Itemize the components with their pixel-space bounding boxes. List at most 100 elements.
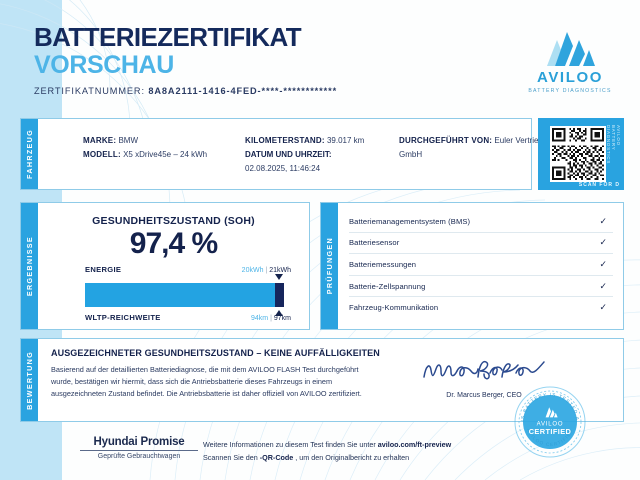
evaluation-tab: BEWERTUNG	[21, 339, 38, 421]
energy-label: ENERGIE	[85, 265, 122, 274]
title-block: BATTERIEZERTIFIKAT VORSCHAU ZERTIFIKATNU…	[34, 22, 337, 96]
vehicle-field-marke-label: MARKE:	[83, 136, 117, 145]
evaluation-tab-label: BEWERTUNG	[25, 350, 34, 410]
vehicle-field-marke-value: BMW	[118, 136, 138, 145]
energy-bar	[85, 274, 293, 316]
list-item: Batteriemanagementsystem (BMS) ✓	[349, 211, 613, 233]
checks-tab-label: PRÜFUNGEN	[325, 237, 334, 295]
footer-line-1: Weitere Informationen zu diesem Test fin…	[203, 438, 451, 451]
results-tab: ERGEBNISSE	[21, 203, 38, 329]
footer-line-2-pre: Scannen Sie den	[203, 453, 260, 463]
qr-caption: SCAN FOR D	[578, 182, 620, 188]
vehicle-field-durchgefuehrt-label: DURCHGEFÜHRT VON:	[399, 136, 493, 145]
energy-marker-top-icon	[275, 274, 283, 280]
hyundai-promise-title: Hyundai Promise	[80, 436, 198, 451]
soh-title: GESUNDHEITSZUSTAND (SOH)	[92, 215, 255, 227]
signature-block: Dr. Marcus Berger, CEO	[409, 357, 559, 399]
checks-panel: PRÜFUNGEN Batteriemanagementsystem (BMS)…	[320, 202, 624, 330]
page-subtitle: VORSCHAU	[34, 51, 174, 80]
check-label: Batteriemessungen	[349, 259, 417, 269]
check-icon: ✓	[599, 215, 607, 226]
signature-name: Dr. Marcus Berger, CEO	[446, 392, 522, 399]
list-item: Batteriesensor ✓	[349, 233, 613, 255]
vehicle-field-kilometerstand-label: KILOMETERSTAND:	[245, 136, 325, 145]
range-total: 97km	[273, 315, 291, 322]
vehicle-column-usage: KILOMETERSTAND: 39.017 km DATUM UND UHRZ…	[245, 134, 364, 176]
aviloo-certified-seal-icon: THIS BATTERY IS TESTED AND AVILOO CERTIF…	[512, 384, 588, 460]
energy-label-row: ENERGIE 20kWh | 21kWh	[85, 265, 291, 274]
vehicle-field-kilometerstand-value: 39.017 km	[326, 136, 365, 145]
vehicle-field-durchgefuehrt: DURCHGEFÜHRT VON: Euler Vertriebs GmbH	[399, 134, 549, 162]
evaluation-title: AUSGEZEICHNETER GESUNDHEITSZUSTAND – KEI…	[51, 348, 380, 358]
vehicle-tab: FAHRZEUG	[21, 119, 38, 189]
certificate-number-line: ZERTIFIKATNUMMER: 8A8A2111-1416-4FED-***…	[34, 86, 337, 96]
vehicle-field-datum-label: DATUM UND UHRZEIT:	[245, 150, 332, 159]
check-icon: ✓	[599, 280, 607, 291]
aviloo-logo-icon	[522, 28, 618, 66]
energy-bar-cap	[275, 283, 284, 307]
check-label: Batteriemanagementsystem (BMS)	[349, 216, 471, 226]
svg-text:CERTIFIED: CERTIFIED	[529, 427, 572, 436]
results-tab-label: ERGEBNISSE	[25, 235, 34, 297]
vehicle-field-datum-value: 02.08.2025, 11:46:24	[245, 164, 321, 173]
list-item: Batterie-Zellspannung ✓	[349, 276, 613, 298]
vehicle-field-marke: MARKE: BMW	[83, 134, 207, 148]
energy-bar-fill	[85, 283, 275, 307]
footer-line-2-post: , um den Originalbericht zu erhalten	[293, 453, 410, 463]
vehicle-field-modell: MODELL: X5 xDrive45e – 24 kWh	[83, 148, 207, 162]
vehicle-tab-label: FAHRZEUG	[25, 129, 34, 179]
results-panel: ERGEBNISSE GESUNDHEITSZUSTAND (SOH) 97,4…	[20, 202, 310, 330]
list-item: Batteriemessungen ✓	[349, 254, 613, 276]
aviloo-tagline: BATTERY DIAGNOSTICS	[528, 88, 612, 94]
soh-value: 97,4 %	[129, 227, 218, 260]
footer-line-2-bold: -QR-Code	[259, 453, 294, 463]
energy-separator: |	[265, 267, 268, 274]
evaluation-body: Basierend auf der detaillierten Batterie…	[51, 365, 362, 398]
vehicle-column-identity: MARKE: BMW MODELL: X5 xDrive45e – 24 kWh	[83, 134, 207, 162]
hyundai-promise-subtitle: Geprüfte Gebrauchtwagen	[97, 453, 181, 460]
vehicle-panel: FAHRZEUG MARKE: BMW MODELL: X5 xDrive45e…	[20, 118, 547, 190]
evaluation-panel: BEWERTUNG AUSGEZEICHNETER GESUNDHEITSZUS…	[20, 338, 624, 422]
range-values: 94km | 97km	[251, 315, 291, 322]
qr-code-panel[interactable]: AVILOO BATTERY DIAGNOSTICS SCAN FOR D	[538, 118, 624, 190]
vehicle-field-durchgefuehrt-value: Euler Vertriebs GmbH	[399, 136, 547, 159]
footer-line-2: Scannen Sie den -QR-Code , um den Origin…	[203, 451, 451, 464]
qr-code-icon[interactable]	[550, 126, 606, 182]
svg-text:AVILOO: AVILOO	[537, 422, 564, 428]
page-footer: Hyundai Promise Geprüfte Gebrauchtwagen …	[0, 428, 640, 480]
check-icon: ✓	[599, 237, 607, 248]
energy-marker-bottom-icon	[275, 310, 283, 316]
vehicle-fields: MARKE: BMW MODELL: X5 xDrive45e – 24 kWh…	[49, 119, 547, 189]
page-header: BATTERIEZERTIFIKAT VORSCHAU ZERTIFIKATNU…	[0, 0, 640, 112]
range-current: 94km	[251, 315, 269, 322]
page-title: BATTERIEZERTIFIKAT	[34, 22, 302, 52]
certificate-number-value: 8A8A2111-1416-4FED-****-************	[148, 85, 338, 96]
check-label: Batterie-Zellspannung	[349, 281, 426, 291]
check-icon: ✓	[599, 258, 607, 269]
check-label: Fahrzeug-Kommunikation	[349, 303, 439, 313]
certificate-number-label: ZERTIFIKATNUMMER:	[34, 85, 145, 96]
aviloo-logo: AVILOO BATTERY DIAGNOSTICS	[522, 28, 618, 94]
check-icon: ✓	[599, 302, 607, 313]
signature-icon	[423, 360, 545, 380]
vehicle-field-kilometerstand: KILOMETERSTAND: 39.017 km	[245, 134, 364, 148]
footer-line-1-text: Weitere Informationen zu diesem Test fin…	[203, 440, 378, 449]
hyundai-promise-logo: Hyundai Promise Geprüfte Gebrauchtwagen	[80, 436, 198, 460]
energy-total: 21kWh	[269, 267, 291, 274]
qr-side-text: AVILOO BATTERY DIAGNOSTICS	[606, 125, 621, 165]
range-separator: |	[270, 315, 272, 322]
evaluation-content: AUSGEZEICHNETER GESUNDHEITSZUSTAND – KEI…	[51, 348, 615, 417]
vehicle-field-modell-value: X5 xDrive45e – 24 kWh	[123, 150, 208, 159]
energy-current: 20kWh	[241, 267, 264, 274]
checks-list: Batteriemanagementsystem (BMS) ✓ Batteri…	[349, 211, 613, 321]
footer-info: Weitere Informationen zu diesem Test fin…	[203, 438, 451, 465]
energy-values: 20kWh | 21kWh	[242, 267, 291, 274]
vehicle-column-tester: DURCHGEFÜHRT VON: Euler Vertriebs GmbH	[399, 134, 549, 162]
list-item: Fahrzeug-Kommunikation ✓	[349, 297, 613, 318]
range-label: WLTP-REICHWEITE	[85, 313, 161, 322]
check-label: Batteriesensor	[349, 238, 400, 248]
footer-link[interactable]: aviloo.com/ft-preview	[377, 440, 452, 449]
range-label-row: WLTP-REICHWEITE 94km | 97km	[85, 313, 291, 322]
aviloo-wordmark: AVILOO	[537, 69, 603, 86]
